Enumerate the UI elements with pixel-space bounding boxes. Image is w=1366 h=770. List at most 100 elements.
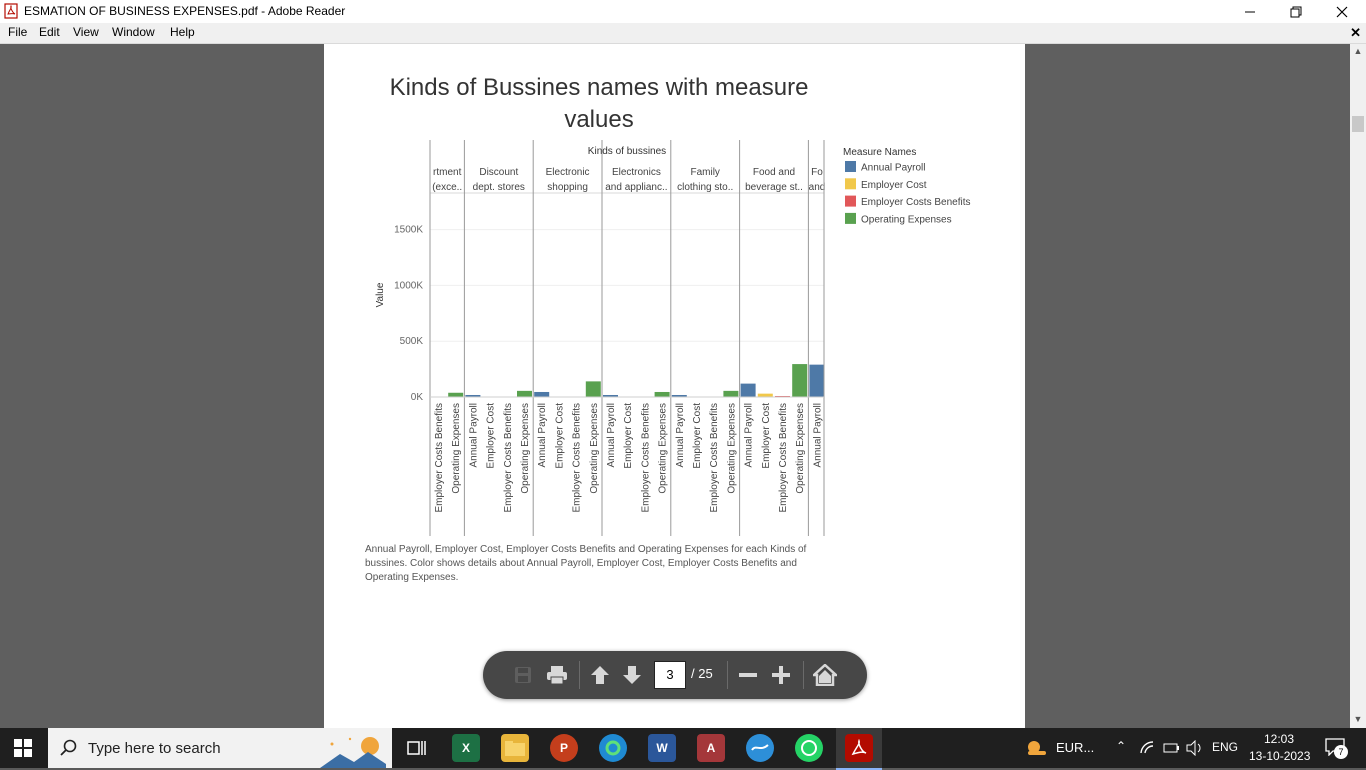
home-button[interactable]	[811, 661, 839, 689]
group-label-line1: Discount	[479, 167, 518, 178]
language-indicator[interactable]: ENG	[1212, 740, 1239, 754]
minimize-icon	[1245, 11, 1255, 12]
weather-icon	[1028, 741, 1046, 755]
edge-taskbar-icon[interactable]	[599, 734, 627, 762]
notification-button[interactable]: 7	[1325, 738, 1348, 761]
task-view-button[interactable]	[403, 734, 431, 762]
y-tick-label: 0K	[411, 392, 424, 403]
wifi-icon[interactable]	[1140, 741, 1156, 755]
battery-icon[interactable]	[1163, 742, 1181, 754]
bar	[757, 393, 773, 397]
group-label-line2: shopping	[547, 182, 588, 193]
taskbar-search-box[interactable]: Type here to search	[48, 728, 392, 768]
group-label-line1: rtment	[433, 167, 462, 178]
legend-title: Measure Names	[843, 147, 916, 158]
page-number-input[interactable]: 3	[654, 661, 686, 689]
search-placeholder: Type here to search	[88, 740, 221, 757]
menu-file[interactable]: File	[8, 25, 28, 39]
close-icon	[1336, 6, 1348, 17]
x-tick-label: Employer Cost	[554, 403, 565, 469]
search-highlight-icon	[320, 737, 386, 768]
toolbar-separator	[579, 661, 580, 689]
previous-page-button[interactable]	[586, 661, 614, 689]
task-view-icon	[407, 741, 426, 755]
column-header-label: Kinds of bussines	[588, 146, 666, 157]
x-tick-label: Annual Payroll	[537, 403, 548, 467]
notification-count-badge: 7	[1334, 745, 1348, 759]
scroll-up-arrow-icon[interactable]: ▲	[1353, 46, 1363, 56]
close-document-icon[interactable]: ✕	[1350, 25, 1361, 40]
chevron-up-icon[interactable]: ⌃	[1116, 739, 1127, 753]
bar	[465, 394, 481, 397]
x-tick-label: Employer Costs Benefits	[709, 403, 720, 513]
weather-widget[interactable]	[1024, 738, 1048, 763]
legend-label: Operating Expenses	[861, 214, 952, 225]
vertical-scrollbar[interactable]: ▲ ▼	[1350, 44, 1366, 728]
excel-taskbar-icon[interactable]: X	[452, 734, 480, 762]
chart-title-line-2: values	[564, 106, 634, 133]
zoom-in-button[interactable]	[767, 661, 795, 689]
x-tick-label: Employer Costs Benefits	[778, 403, 789, 513]
arrow-down-icon	[623, 666, 641, 684]
bar	[534, 391, 550, 397]
powerpoint-taskbar-icon[interactable]: P	[550, 734, 578, 762]
legend-label: Annual Payroll	[861, 163, 925, 174]
x-tick-label: Operating Expenses	[795, 403, 806, 494]
scrollbar-thumb[interactable]	[1352, 116, 1364, 132]
adobe-reader-taskbar-button[interactable]	[836, 728, 882, 770]
group-label-line1: Electronic	[546, 167, 590, 178]
app-taskbar-icon[interactable]	[746, 734, 774, 762]
adobe-reader-taskbar-icon	[845, 734, 873, 762]
next-page-button[interactable]	[618, 661, 646, 689]
legend-swatch	[845, 178, 856, 190]
restore-button[interactable]	[1273, 0, 1319, 23]
word-taskbar-icon[interactable]: W	[648, 734, 676, 762]
minimize-button[interactable]	[1227, 0, 1273, 23]
menu-edit[interactable]: Edit	[39, 25, 60, 39]
save-button[interactable]	[509, 661, 537, 689]
close-window-button[interactable]	[1319, 0, 1365, 23]
legend-swatch	[845, 195, 856, 207]
y-tick-label: 500K	[400, 336, 424, 347]
clock-date[interactable]: 13-10-2023	[1249, 749, 1311, 763]
adobe-reader-icon	[4, 3, 18, 19]
pdf-page	[324, 44, 1025, 728]
plus-icon	[772, 666, 790, 684]
menu-view[interactable]: View	[73, 25, 99, 39]
group-label-line2: (exce..	[432, 182, 462, 193]
group-label-line2: and applianc..	[605, 182, 667, 193]
chart-title: Kinds of Bussines names with measure val…	[324, 72, 874, 136]
legend-label: Employer Cost	[861, 180, 927, 191]
scroll-down-arrow-icon[interactable]: ▼	[1353, 714, 1363, 724]
bar	[448, 392, 464, 397]
bar	[809, 364, 825, 397]
group-label-line1: Family	[690, 167, 719, 178]
menu-help[interactable]: Help	[170, 25, 195, 39]
x-tick-label: Operating Expenses	[589, 403, 600, 494]
bar	[723, 390, 739, 397]
minus-icon	[739, 673, 757, 677]
toolbar-separator	[727, 661, 728, 689]
weather-text: EUR...	[1056, 740, 1095, 755]
chart-title-line-1: Kinds of Bussines names with measure	[389, 74, 809, 101]
volume-icon[interactable]	[1186, 740, 1204, 756]
menu-window[interactable]: Window	[112, 25, 155, 39]
bar	[517, 390, 532, 397]
clock-time[interactable]: 12:03	[1264, 732, 1295, 746]
toolbar-separator	[803, 661, 804, 689]
access-taskbar-icon[interactable]: A	[697, 734, 725, 762]
legend-swatch	[845, 161, 856, 172]
x-tick-label: Employer Cost	[623, 403, 634, 469]
bar	[740, 383, 756, 397]
start-button[interactable]	[14, 739, 32, 762]
print-icon	[547, 666, 567, 685]
pdf-floating-toolbar: 3 / 25	[483, 651, 867, 699]
x-tick-label: Annual Payroll	[468, 403, 479, 467]
x-tick-label: Employer Cost	[761, 403, 772, 469]
file-explorer-taskbar-icon[interactable]	[501, 734, 529, 762]
zoom-out-button[interactable]	[734, 661, 762, 689]
x-tick-label: Annual Payroll	[744, 403, 755, 467]
home-icon	[813, 664, 837, 686]
print-button[interactable]	[543, 661, 571, 689]
whatsapp-taskbar-icon[interactable]	[795, 734, 823, 762]
